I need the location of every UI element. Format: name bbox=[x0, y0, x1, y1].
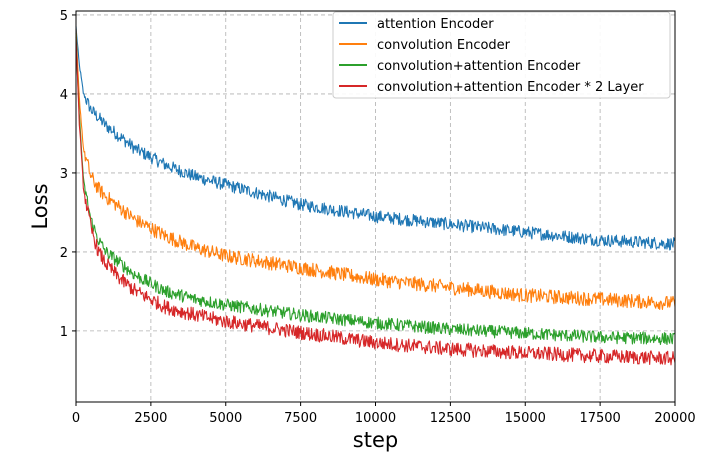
series-line bbox=[75, 26, 676, 251]
y-tick-label: 5 bbox=[60, 9, 68, 24]
x-tick-label: 7500 bbox=[284, 411, 317, 426]
x-tick-label: 5000 bbox=[209, 411, 242, 426]
x-tick-label: 0 bbox=[72, 411, 80, 426]
y-tick-label: 2 bbox=[60, 246, 68, 261]
series-layer bbox=[75, 26, 676, 366]
legend-label: convolution+attention Encoder * 2 Layer bbox=[377, 80, 644, 95]
series-line bbox=[75, 36, 676, 366]
legend-label: convolution+attention Encoder bbox=[377, 59, 581, 74]
x-tick-label: 2500 bbox=[134, 411, 167, 426]
legend-label: convolution Encoder bbox=[377, 38, 511, 53]
series-line bbox=[75, 28, 676, 310]
x-tick-label: 12500 bbox=[430, 411, 471, 426]
legend-label: attention Encoder bbox=[377, 17, 494, 32]
y-axis-label: Loss bbox=[28, 183, 52, 229]
x-tick-label: 15000 bbox=[505, 411, 546, 426]
legend-box bbox=[332, 11, 671, 99]
x-tick-label: 10000 bbox=[355, 411, 396, 426]
x-axis-label: step bbox=[353, 428, 398, 452]
legend: attention Encoder convolution Encoder conv… bbox=[332, 11, 671, 99]
y-tick-label: 4 bbox=[60, 88, 68, 103]
y-tick-label: 3 bbox=[60, 167, 68, 182]
y-tick-label: 1 bbox=[60, 325, 68, 340]
x-axis-ticks: 0 2500 5000 7500 10000 12500 15000 17500 20000 bbox=[72, 402, 696, 426]
x-tick-label: 17500 bbox=[579, 411, 620, 426]
series-line bbox=[75, 33, 676, 346]
y-axis-ticks: 1 2 3 4 5 bbox=[60, 9, 76, 340]
x-tick-label: 20000 bbox=[654, 411, 695, 426]
